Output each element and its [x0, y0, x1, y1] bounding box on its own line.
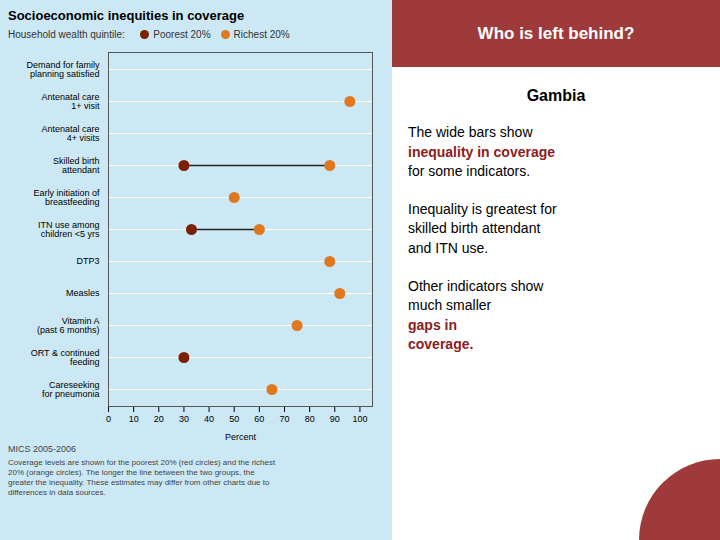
svg-text:100: 100 — [352, 414, 367, 424]
svg-text:0: 0 — [106, 414, 111, 424]
svg-text:80: 80 — [305, 414, 315, 424]
svg-text:Percent: Percent — [225, 432, 257, 442]
html-text:Coverage levels are shown for: Coverage levels are shown for the poores… — [8, 458, 276, 497]
html-text:Poorest 20%: Poorest 20% — [153, 29, 211, 40]
html-text:Other indicators show much sma: Other indicators show much smaller — [408, 277, 544, 314]
svg-text:60: 60 — [254, 414, 264, 424]
svg-text:DTP3: DTP3 — [76, 256, 99, 266]
svg-text:Antenatal care1+ visit: Antenatal care1+ visit — [41, 92, 100, 111]
svg-text:Antenatal care4+ visits: Antenatal care4+ visits — [41, 124, 100, 143]
svg-text:90: 90 — [330, 414, 340, 424]
svg-text:ORT & continuedfeeding: ORT & continuedfeeding — [31, 348, 100, 367]
svg-text:Early initiation ofbreastfeedi: Early initiation ofbreastfeeding — [33, 188, 100, 207]
svg-text:20: 20 — [154, 414, 164, 424]
html-text:Gambia: Gambia — [526, 87, 586, 104]
svg-text:10: 10 — [129, 414, 139, 424]
html-text:inequality in coverage: inequality in coverage — [408, 143, 556, 160]
svg-text:Measles: Measles — [66, 288, 100, 298]
svg-text:Demand for familyplanning sati: Demand for familyplanning satisfied — [26, 60, 100, 79]
svg-text:Skilled birthattendant: Skilled birthattendant — [53, 156, 100, 175]
html-text:Who is left behind?: Who is left behind? — [477, 23, 635, 43]
svg-text:Vitamin A(past 6 months): Vitamin A(past 6 months) — [37, 316, 100, 335]
svg-text:Careseekingfor pneumonia: Careseekingfor pneumonia — [42, 380, 100, 399]
svg-text:70: 70 — [279, 414, 289, 424]
svg-text:ITN use amongchildren <5 yrs: ITN use amongchildren <5 yrs — [38, 220, 100, 239]
svg-text:30: 30 — [179, 414, 189, 424]
html-text:Richest 20%: Richest 20% — [233, 29, 290, 40]
html-text:Socioeconomic inequities in co: Socioeconomic inequities in coverage — [8, 8, 245, 23]
svg-text:40: 40 — [204, 414, 214, 424]
html-text:The wide bars show: The wide bars show — [408, 124, 533, 140]
svg-text:50: 50 — [229, 414, 239, 424]
html-text:gaps in coverage.: gaps in coverage. — [408, 316, 474, 353]
html-text:MICS 2005-2006: MICS 2005-2006 — [8, 444, 76, 454]
html-text:Inequality is greatest for ski: Inequality is greatest for skilled birth… — [408, 200, 557, 256]
html-text:for some indicators.: for some indicators. — [408, 163, 531, 180]
html-text:Household wealth quintile:: Household wealth quintile: — [8, 29, 131, 40]
